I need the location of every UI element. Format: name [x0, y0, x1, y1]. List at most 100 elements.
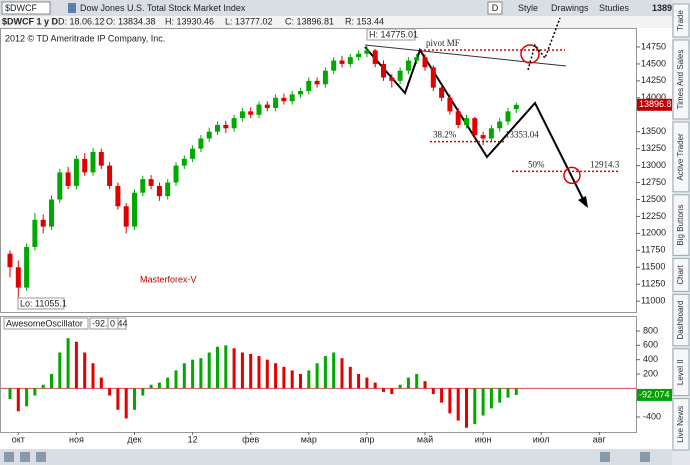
side-tab-label[interactable]: Level II — [676, 359, 685, 385]
y-tick-label: 11000 — [641, 296, 665, 306]
candle-body — [223, 124, 229, 129]
study-box — [107, 317, 119, 330]
side-tab-label[interactable]: Big Buttons — [676, 205, 685, 246]
candle-body — [447, 97, 453, 112]
oscillator-bar — [323, 356, 327, 389]
candle-body — [422, 57, 428, 68]
oscillator-bar — [332, 352, 336, 389]
side-tab[interactable] — [672, 257, 690, 292]
oscillator-bar — [506, 388, 510, 398]
candle-body — [513, 104, 519, 110]
oscillator-bar — [406, 377, 410, 389]
icon — [68, 3, 76, 13]
candle-body — [173, 165, 179, 183]
x-tick-label: май — [417, 434, 433, 444]
x-tick-label: июн — [475, 434, 492, 444]
bottom-bar — [0, 449, 672, 465]
icon[interactable] — [4, 452, 14, 462]
candle-body — [306, 80, 312, 92]
candle-body — [15, 267, 21, 288]
side-tab-label[interactable]: Live News — [676, 406, 685, 443]
button[interactable]: Drawings — [551, 3, 589, 13]
side-tab-label[interactable]: Times And Sales — [676, 50, 685, 110]
candle-body — [57, 172, 63, 200]
study-name: AwesomeOscillator — [6, 318, 83, 328]
candle-body — [7, 253, 13, 268]
level-percent: 38.2% — [433, 130, 457, 140]
x-tick-label: фев — [242, 434, 259, 444]
y-tick-label: 14500 — [641, 58, 666, 68]
x-tick-label: окт — [12, 434, 25, 444]
candle-body — [339, 60, 345, 64]
last-value-box — [637, 388, 672, 401]
oscillator-bar — [83, 352, 87, 389]
candle-body — [372, 50, 378, 64]
candle-body — [140, 179, 146, 193]
candle-body — [190, 148, 196, 159]
side-tab-label[interactable]: Chart — [676, 264, 685, 284]
candle-body — [156, 185, 162, 197]
oscillator-bar — [257, 356, 261, 389]
candle-body — [405, 60, 411, 71]
oscillator-bar — [473, 388, 477, 425]
side-tab-label[interactable]: Trade — [676, 10, 685, 31]
side-tab[interactable] — [672, 39, 690, 120]
side-tab[interactable] — [672, 348, 690, 397]
button[interactable]: Studies — [599, 3, 630, 13]
oscillator-bar — [481, 388, 485, 416]
oscillator-bar — [141, 388, 145, 396]
mode[interactable]: D — [492, 3, 499, 13]
info-item: C: 13896.81 — [285, 16, 334, 26]
button[interactable]: Style — [518, 3, 538, 13]
candle-body — [439, 87, 445, 98]
candle-body — [248, 111, 254, 115]
oscillator-bar — [423, 381, 427, 389]
level-value: 12914.3 — [590, 159, 620, 169]
watermark: Masterforex-V — [140, 274, 197, 284]
circle — [520, 44, 540, 64]
side-tab[interactable] — [672, 293, 690, 347]
icon[interactable] — [640, 452, 650, 462]
oscillator-bar — [224, 345, 228, 389]
icon[interactable] — [36, 452, 46, 462]
oscillator-bar — [382, 388, 385, 392]
toolbar — [0, 0, 690, 16]
side-tab[interactable] — [672, 398, 690, 451]
candle-body — [165, 182, 171, 197]
description: Dow Jones U.S. Total Stock Market Index — [80, 3, 246, 13]
oscillator-bar — [216, 346, 219, 389]
icon[interactable] — [20, 452, 30, 462]
symbol[interactable]: $DWCF — [5, 3, 37, 13]
oscillator-bar — [157, 382, 161, 389]
high-box — [366, 28, 416, 41]
candle-body — [239, 111, 245, 119]
oscillator-bar — [108, 388, 112, 396]
y-tick-label: 13000 — [641, 160, 666, 170]
candle-body — [273, 97, 279, 108]
icon[interactable] — [600, 452, 610, 462]
side-tab-label[interactable]: Active Trader — [676, 133, 685, 180]
oscillator-bar — [240, 352, 244, 389]
y-tick-label: 12500 — [641, 194, 666, 204]
oscillator-bar — [307, 370, 311, 389]
y-tick-label: 600 — [643, 340, 658, 350]
low-box — [17, 297, 65, 310]
side-tab[interactable] — [672, 194, 690, 256]
side-tab-label[interactable]: Dashboard — [676, 301, 685, 340]
mode-button[interactable] — [487, 1, 503, 15]
candle-body — [181, 158, 187, 166]
side-tab[interactable] — [672, 121, 690, 193]
arrow-head — [578, 196, 588, 208]
candle-body — [389, 77, 395, 81]
x-tick-label: июл — [533, 434, 550, 444]
candle-body — [107, 165, 113, 186]
symbol-box[interactable] — [1, 1, 51, 15]
oscillator-bar — [498, 388, 502, 403]
candle-body — [289, 94, 295, 102]
candle-body — [364, 50, 370, 54]
circle — [563, 166, 581, 185]
candle-body — [356, 53, 362, 58]
candle-body — [414, 57, 420, 61]
candle-body — [40, 219, 46, 227]
side-tab[interactable] — [672, 3, 690, 38]
